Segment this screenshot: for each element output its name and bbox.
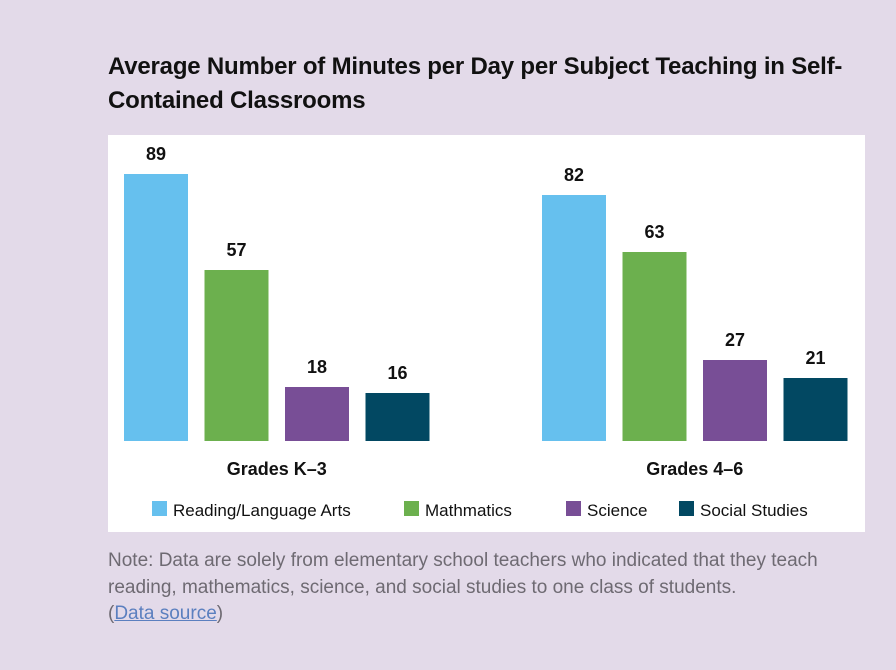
data-source-link[interactable]: Data source: [114, 603, 217, 624]
legend-label: Social Studies: [700, 501, 808, 520]
bar-social-studies: [365, 393, 430, 441]
data-label: 82: [564, 165, 584, 185]
data-label: 57: [226, 240, 246, 260]
chart-note: Note: Data are solely from elementary sc…: [108, 548, 878, 628]
legend-swatch: [566, 501, 581, 516]
legend-label: Reading/Language Arts: [173, 501, 351, 520]
legend-swatch: [404, 501, 419, 516]
data-label: 21: [805, 348, 825, 368]
category-label: Grades 4–6: [646, 459, 743, 479]
legend-label: Science: [587, 501, 647, 520]
legend-swatch: [679, 501, 694, 516]
bar-social-studies: [783, 378, 848, 441]
paren-open: (: [108, 603, 115, 624]
bar-reading-language-arts: [124, 174, 188, 441]
bar-science: [703, 360, 767, 441]
chart-panel: 89 57 18 16 Grades K–3 82 63 27 21 Grades 4–6 Read…: [108, 135, 865, 532]
legend-label: Mathmatics: [425, 501, 512, 520]
data-label: 16: [387, 363, 407, 383]
bar-mathmatics: [622, 252, 687, 441]
data-label: 63: [644, 222, 664, 242]
data-label: 89: [146, 144, 166, 164]
data-label: 27: [725, 330, 745, 350]
bar-science: [285, 387, 349, 441]
legend-swatch: [152, 501, 167, 516]
bar-chart: 89 57 18 16 Grades K–3 82 63 27 21 Grades 4–6 Read…: [124, 144, 848, 520]
paren-close: ): [216, 603, 224, 624]
bar-mathmatics: [204, 270, 269, 441]
bar-reading-language-arts: [542, 195, 606, 441]
note-text: Note: Data are solely from elementary sc…: [108, 550, 818, 598]
category-label: Grades K–3: [227, 459, 327, 479]
data-label: 18: [307, 357, 327, 377]
chart-title: Average Number of Minutes per Day per Su…: [108, 53, 843, 114]
